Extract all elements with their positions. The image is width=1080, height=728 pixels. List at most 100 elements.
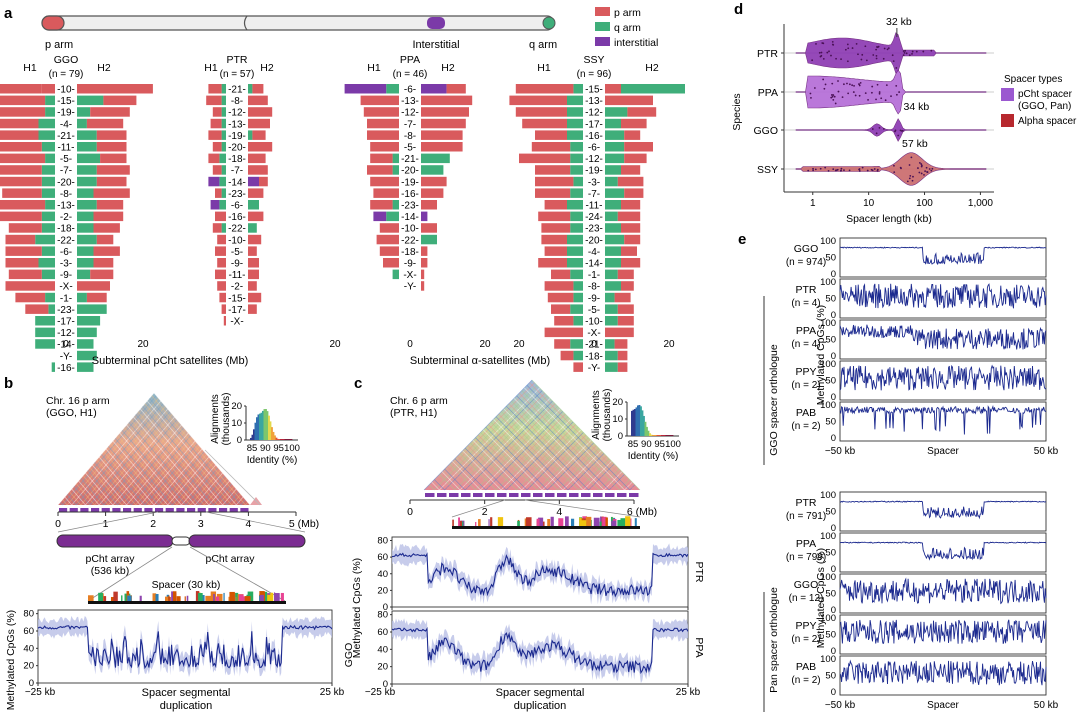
dotplot-line: [511, 400, 600, 491]
d-species-label: PPA: [758, 87, 778, 99]
a-bar-left: [538, 258, 567, 268]
inset-bar: [274, 435, 276, 440]
dotplot-line: [506, 405, 589, 491]
e-track-name: PPY: [795, 620, 816, 632]
dotplot-line: [128, 422, 200, 506]
seg-element: [244, 596, 251, 601]
a-tick-label: 0: [63, 339, 69, 350]
a-species-n: (n = 46): [393, 69, 428, 80]
dotplot-array-seg: [593, 493, 603, 497]
a-bar-left: [2, 188, 42, 198]
a-bar-left: [370, 176, 399, 187]
a-chrom-label: -1-: [588, 270, 600, 281]
a-bar-left: [573, 84, 583, 94]
meth-track-label: PTR: [693, 562, 705, 583]
meth-ytick: 80: [377, 536, 388, 547]
a-bar-right: [621, 223, 641, 233]
e-track-name: PPA: [796, 538, 816, 550]
d-point: [837, 80, 839, 82]
dotplot-line: [135, 438, 194, 506]
e-meth-line: [839, 500, 1047, 520]
a-chrom-label: -10-: [228, 235, 246, 246]
e-track-n: (n = 2): [791, 380, 820, 391]
d-point: [920, 172, 923, 175]
a-bar-right: [248, 211, 264, 222]
a-chrom-label: -23-: [57, 305, 75, 316]
d-point: [883, 47, 886, 50]
a-chrom-label: -Y-: [404, 282, 416, 293]
dotplot-array-seg: [197, 508, 206, 512]
meth-ytick: 80: [23, 609, 34, 620]
seg-element: [536, 518, 540, 526]
a-bar-right: [96, 176, 127, 187]
dotplot-line: [140, 408, 223, 506]
dotplot-line: [529, 382, 636, 491]
inset-bar: [250, 437, 252, 440]
inset-bar: [257, 414, 260, 440]
d-point: [831, 40, 834, 43]
a-bar-left: [370, 153, 393, 164]
a-chrom-label: -4-: [60, 119, 72, 130]
a-bar-left: [210, 118, 222, 129]
dotplot-line: [82, 475, 109, 506]
e-track-top: 100 50 0 PAB (n = 2) −50 kb Spacer 50 kb: [791, 400, 1058, 457]
inset-bar: [269, 421, 272, 440]
d-point: [893, 171, 896, 174]
legend-interstitial-swatch: [595, 37, 610, 46]
e-track-top: 100 50 0 PPA (n = 4): [791, 318, 1047, 362]
a-bar-left: [221, 142, 226, 152]
d-legend-title: Spacer types: [1004, 74, 1062, 85]
dotplot-array-seg: [123, 508, 132, 512]
a-bar-left: [535, 176, 574, 187]
a-bar-left: [38, 130, 55, 140]
seg-element: [593, 517, 600, 526]
seg-element: [172, 591, 177, 601]
dotplot-line: [449, 463, 476, 491]
d-point: [908, 54, 911, 57]
d-species-label: GGO: [753, 125, 778, 137]
a-bar-left: [0, 107, 46, 117]
dotplot-line: [78, 480, 100, 506]
inset-bar: [275, 437, 278, 440]
a-species-name: PPA: [400, 54, 420, 66]
a-bar-right: [77, 339, 94, 349]
dotplot-line: [226, 491, 239, 506]
a-bar-left: [221, 223, 226, 233]
a-bar-right: [248, 130, 253, 140]
a-bar-right: [77, 292, 87, 303]
dotplot-array-seg: [557, 493, 567, 497]
a-chrom-label: -19-: [228, 131, 246, 142]
a-chrom-label: -11-: [228, 270, 245, 281]
inset-xlabel: Identity (%): [247, 455, 298, 466]
d-point: [864, 92, 867, 95]
meth-ytick: 40: [23, 643, 34, 654]
inset-xtick: 95: [654, 439, 665, 450]
dotplot-line: [146, 400, 237, 506]
a-chrom-label: -14-: [228, 177, 246, 188]
a-bar-right: [100, 153, 127, 164]
seg-element: [184, 596, 186, 601]
a-bar-left: [41, 246, 55, 256]
dotplot-array-seg: [187, 508, 196, 512]
d-violin-plot: 1 10 100 1,000 PTR PPA GGO SSY 32 kb 34 kb 57 kb: [753, 16, 994, 209]
q-arm-end: [542, 16, 556, 30]
d-point: [924, 170, 927, 173]
a-bar-right: [617, 211, 641, 222]
d-xtick-label: 1,000: [968, 198, 993, 209]
a-hap-left: H1: [23, 62, 37, 74]
a-hap-right: H2: [441, 62, 455, 74]
d-legend-alpha-swatch: [1001, 114, 1014, 127]
a-bar-right: [248, 292, 262, 303]
inset-bar: [632, 409, 635, 436]
e-ytick: 100: [820, 359, 836, 370]
inset-ytick: 0: [618, 431, 623, 442]
inset-bar: [287, 439, 290, 440]
dotplot-line: [462, 450, 502, 491]
a-bar-right: [421, 258, 428, 268]
inset-bar: [653, 435, 656, 436]
a-bar-left: [221, 84, 226, 94]
dotplot-line: [103, 451, 150, 506]
dotplot-array-seg: [240, 508, 249, 512]
e-meth-line: [839, 619, 1047, 644]
a-bar-left: [370, 200, 393, 210]
